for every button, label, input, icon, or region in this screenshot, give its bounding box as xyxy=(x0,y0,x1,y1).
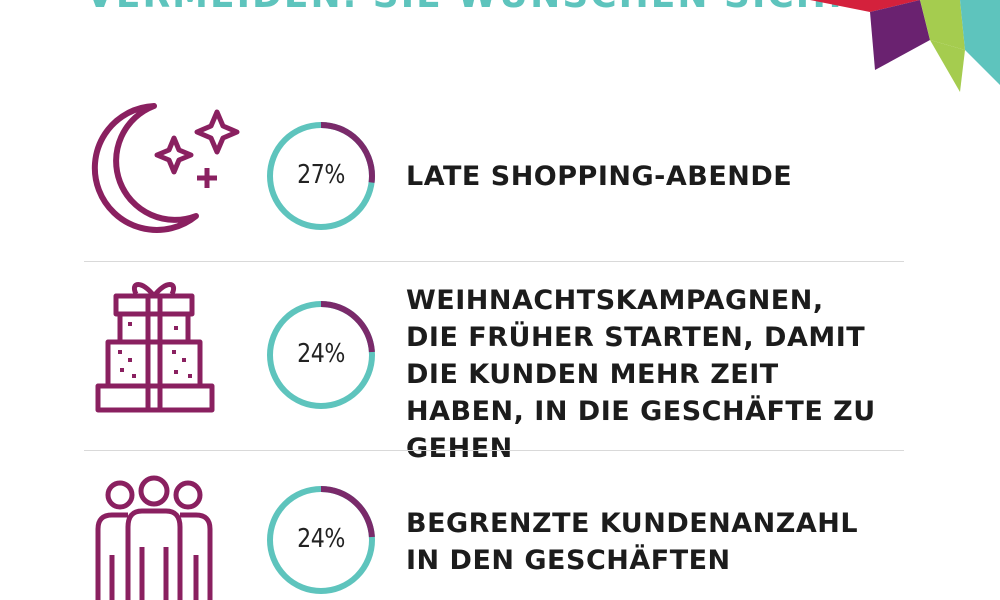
progress-ring xyxy=(267,122,375,230)
item-text: BEGRENZTE KUNDENANZAHL IN DEN GESCHÄFTEN xyxy=(406,508,859,576)
percent-label: 27% xyxy=(297,160,345,190)
gift-boxes-icon xyxy=(95,282,215,413)
progress-ring xyxy=(267,301,375,409)
header-title: VERMEIDEN. SIE WÜNSCHEN SICH: xyxy=(86,0,844,14)
people-group-icon xyxy=(95,475,213,600)
list-item: 27% LATE SHOPPING-ABENDE xyxy=(84,100,904,260)
moon-stars-icon xyxy=(91,103,240,233)
divider xyxy=(84,261,904,262)
list-item: 24% BEGRENZTE KUNDENANZAHL IN DEN GESCHÄ… xyxy=(84,451,904,600)
item-text: WEIHNACHTSKAMPAGNEN, DIE FRÜHER STARTEN,… xyxy=(406,285,876,464)
progress-ring xyxy=(267,486,375,594)
percent-label: 24% xyxy=(297,339,345,369)
divider xyxy=(84,450,904,451)
percent-label: 24% xyxy=(297,524,345,554)
decorative-star-shape xyxy=(810,0,1000,92)
list-item: 24% WEIHNACHTSKAMPAGNEN, DIE FRÜHER STAR… xyxy=(84,262,904,464)
item-text: LATE SHOPPING-ABENDE xyxy=(406,161,793,192)
